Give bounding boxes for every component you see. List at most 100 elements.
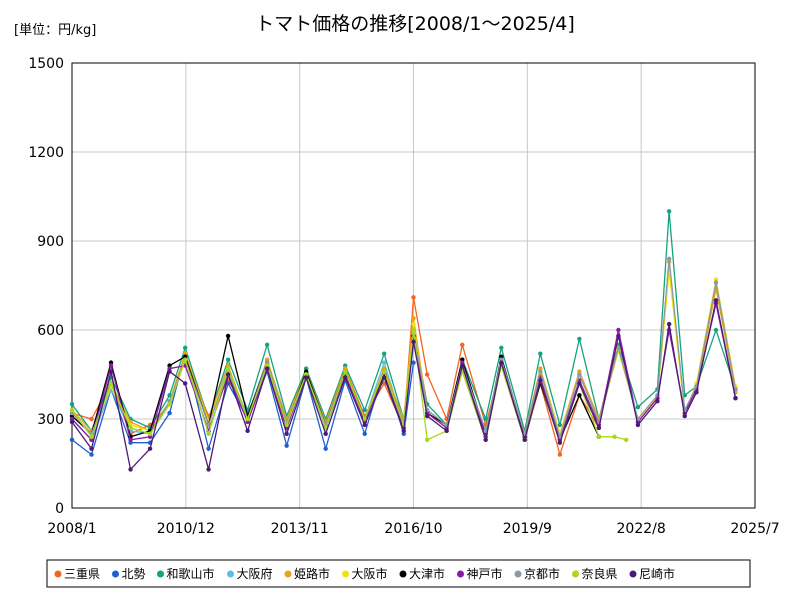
data-point (89, 446, 94, 451)
data-point (624, 437, 629, 442)
legend-marker (342, 570, 349, 578)
data-point (167, 401, 172, 407)
tick-labels: 0 300 600 900 1200 1500 2008/1 2010/12 2013/11 20… (28, 56, 779, 537)
data-point (596, 434, 602, 439)
data-point (424, 437, 430, 442)
data-point (483, 437, 488, 442)
data-point (343, 375, 348, 380)
data-point (108, 369, 114, 374)
legend-item: 神戸市 (457, 566, 503, 581)
data-point (284, 431, 289, 437)
data-point (89, 434, 94, 439)
x-tick-label: 2013/11 (271, 521, 329, 537)
legend-item: 大阪府 (227, 566, 273, 581)
series-lines (69, 209, 738, 472)
data-point (424, 372, 430, 377)
data-point (694, 390, 699, 395)
legend-marker (227, 570, 234, 578)
legend-item: 姫路市 (284, 566, 330, 581)
legend-marker (54, 570, 62, 578)
data-point (69, 437, 75, 442)
x-tick-label: 2025/7 (730, 521, 779, 537)
x-tick-label: 2019/9 (503, 521, 552, 537)
data-point (616, 333, 621, 339)
data-point (666, 256, 672, 261)
unit-label: [単位：円/kg] (14, 22, 96, 38)
legend-label: 京都市 (524, 566, 560, 581)
data-point (538, 351, 543, 356)
data-point (206, 422, 211, 428)
legend-label: 神戸市 (467, 566, 503, 581)
data-point (323, 431, 328, 437)
data-point (89, 452, 94, 457)
data-point (733, 396, 738, 401)
data-point (147, 431, 153, 437)
data-point (284, 443, 289, 448)
data-point (713, 327, 719, 333)
data-point (264, 366, 270, 371)
data-point (147, 446, 153, 451)
chart-title: トマト価格の推移[2008/1～2025/4] (255, 13, 575, 35)
data-point (411, 295, 416, 300)
legend: 三重県 北勢 和歌山市 大阪府 姫路市 大阪市 大津市 神戸市 京都市 奈良県 尼崎市 (54, 566, 675, 581)
legend-label: 奈良県 (582, 566, 618, 581)
data-point (245, 416, 250, 422)
data-point (616, 327, 621, 333)
plot-frame (71, 62, 756, 509)
data-point (108, 363, 114, 368)
legend-item: 奈良県 (572, 566, 618, 581)
data-point (499, 345, 504, 350)
series-line (71, 300, 737, 471)
data-point (666, 209, 672, 214)
data-point (245, 428, 250, 434)
axes (71, 62, 756, 509)
y-tick-label: 1500 (28, 56, 64, 72)
data-point (167, 369, 172, 374)
data-point (69, 407, 75, 413)
data-point (577, 372, 582, 377)
data-point (284, 422, 289, 428)
data-point (655, 399, 660, 404)
data-point (225, 357, 231, 362)
data-point (362, 407, 367, 413)
data-point (303, 375, 309, 380)
y-tick-label: 900 (37, 234, 64, 250)
x-tick-label: 2010/12 (157, 521, 215, 537)
data-point (635, 422, 641, 428)
data-point (89, 416, 94, 422)
legend-marker (514, 570, 522, 578)
data-point (128, 425, 133, 431)
data-point (483, 416, 488, 422)
legend-item: 尼崎市 (629, 566, 675, 581)
data-point (424, 413, 430, 419)
data-point (577, 336, 582, 342)
legend-marker (399, 570, 407, 578)
data-point (616, 345, 621, 350)
data-point (382, 351, 387, 356)
data-point (362, 422, 367, 428)
series-line (71, 341, 415, 441)
x-tick-label: 2022/8 (617, 521, 666, 537)
data-point (225, 366, 231, 371)
series-line (71, 258, 737, 440)
data-point (557, 452, 563, 457)
legend-item: 京都市 (514, 566, 560, 581)
data-point (206, 467, 211, 472)
legend-item: 大阪市 (342, 566, 388, 581)
legend-label: 和歌山市 (167, 566, 215, 581)
legend-label: 尼崎市 (639, 566, 675, 581)
legend-marker (457, 570, 464, 578)
data-point (522, 437, 527, 442)
data-point (713, 280, 719, 285)
data-point (382, 369, 387, 374)
data-point (682, 413, 687, 419)
legend-label: 三重県 (64, 567, 100, 581)
y-tick-label: 600 (37, 323, 64, 339)
data-point (411, 339, 416, 345)
gridlines (71, 62, 756, 509)
data-point (411, 315, 416, 321)
data-point (411, 327, 416, 333)
data-point (128, 437, 133, 442)
data-point (460, 342, 465, 348)
